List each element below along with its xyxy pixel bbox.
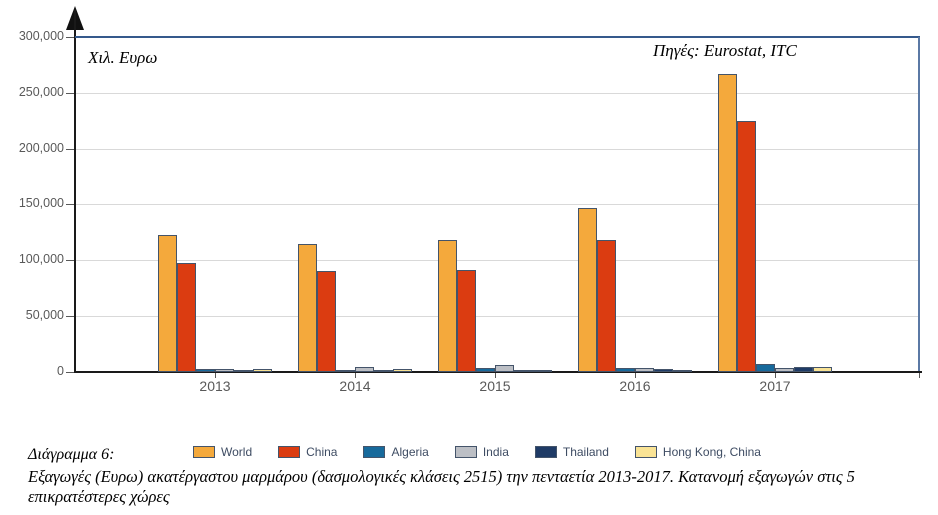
gridline-100000 xyxy=(76,260,918,261)
y-tick-mark xyxy=(66,37,74,38)
source-note: Πηγές: Eurostat, ITC xyxy=(653,41,797,60)
caption-text: Εξαγωγές (Ευρω) ακατέργαστου μαρμάρου (δ… xyxy=(28,467,855,506)
bar-algeria-2014 xyxy=(336,370,355,372)
legend-label: Hong Kong, China xyxy=(662,445,761,459)
y-axis-tick-label: 150,000 xyxy=(18,196,64,210)
y-axis-tick-label: 50,000 xyxy=(25,308,64,322)
caption-label: Διάγραμμα 6: xyxy=(28,446,115,463)
y-tick-mark xyxy=(66,204,74,205)
bar-india-2014 xyxy=(355,367,374,372)
bar-thailand-2013 xyxy=(234,370,253,372)
bar-india-2015 xyxy=(495,365,514,372)
legend-item-china: China xyxy=(278,445,337,459)
bar-algeria-2013 xyxy=(196,369,215,372)
y-tick-mark xyxy=(66,149,74,150)
bar-algeria-2016 xyxy=(616,368,635,372)
bar-hong-kong-china-2014 xyxy=(393,369,412,372)
x-tick-mark xyxy=(355,373,356,378)
bar-world-2015 xyxy=(438,240,457,372)
legend-swatch-icon xyxy=(634,446,657,458)
legend-item-world: World xyxy=(193,445,252,459)
legend-label: Algeria xyxy=(391,445,429,459)
legend-item-india: India xyxy=(454,445,509,459)
legend-swatch-icon xyxy=(193,446,215,458)
bar-algeria-2015 xyxy=(476,368,495,372)
bar-india-2013 xyxy=(215,369,234,372)
bar-thailand-2017 xyxy=(794,367,813,372)
legend: World China Algeria India Thailand Hong Kong,… xyxy=(193,445,761,459)
legend-swatch-icon xyxy=(454,446,477,458)
bar-algeria-2017 xyxy=(756,364,775,372)
bar-hong-kong-china-2013 xyxy=(253,369,272,372)
bar-china-2015 xyxy=(457,270,476,372)
bar-world-2013 xyxy=(158,235,177,372)
gridline-150000 xyxy=(76,204,918,205)
y-axis-title: Χιλ. Ευρω xyxy=(88,48,158,67)
x-tick-mark xyxy=(635,373,636,378)
bar-thailand-2016 xyxy=(654,369,673,372)
gridline-200000 xyxy=(76,149,918,150)
bar-india-2016 xyxy=(635,368,654,372)
x-axis-label-2015: 2015 xyxy=(479,378,511,394)
legend-item-hong-kong-china: Hong Kong, China xyxy=(634,445,761,459)
x-tick-mark xyxy=(215,373,216,378)
legend-swatch-icon xyxy=(278,446,301,458)
x-axis-line xyxy=(74,371,922,373)
y-axis-tick-label: 100,000 xyxy=(18,252,64,266)
y-axis-tick-label: 0 xyxy=(57,364,64,378)
legend-label: World xyxy=(221,445,253,459)
legend-swatch-icon xyxy=(534,446,557,458)
bar-thailand-2014 xyxy=(374,370,393,372)
y-axis-tick-label: 300,000 xyxy=(18,29,64,43)
x-axis-label-2013: 2013 xyxy=(199,378,231,394)
x-axis-label-2017: 2017 xyxy=(759,378,791,394)
gridline-250000 xyxy=(76,93,918,94)
legend-label: Thailand xyxy=(562,445,609,459)
y-tick-mark xyxy=(66,93,74,94)
x-tick-mark xyxy=(775,373,776,378)
x-tick-mark xyxy=(495,373,496,378)
y-axis-tick-label: 200,000 xyxy=(18,141,64,155)
bar-hong-kong-china-2015 xyxy=(533,370,552,372)
legend-item-algeria: Algeria xyxy=(363,445,429,459)
plot-top-border xyxy=(75,36,920,38)
bar-hong-kong-china-2017 xyxy=(813,367,832,372)
gridline-50000 xyxy=(76,316,918,317)
y-tick-mark xyxy=(66,316,74,317)
x-axis-label-2014: 2014 xyxy=(339,378,371,394)
legend-item-thailand: Thailand xyxy=(534,445,609,459)
y-axis-tick-label: 250,000 xyxy=(18,85,64,99)
x-tick-mark-end xyxy=(919,373,920,378)
y-tick-mark xyxy=(66,260,74,261)
bar-thailand-2015 xyxy=(514,370,533,372)
y-tick-mark xyxy=(66,372,74,373)
legend-label: China xyxy=(306,445,338,459)
bar-world-2017 xyxy=(718,74,737,372)
legend-swatch-icon xyxy=(363,446,386,458)
bar-india-2017 xyxy=(775,368,794,372)
bar-china-2017 xyxy=(737,121,756,372)
legend-label: India xyxy=(482,445,509,459)
bar-hong-kong-china-2016 xyxy=(673,370,692,372)
bar-china-2014 xyxy=(317,271,336,372)
x-axis-label-2016: 2016 xyxy=(619,378,651,394)
bar-china-2016 xyxy=(597,240,616,372)
plot-right-border xyxy=(918,37,920,373)
y-axis-line xyxy=(74,10,76,373)
bar-world-2016 xyxy=(578,208,597,372)
bar-world-2014 xyxy=(298,244,317,372)
bar-china-2013 xyxy=(177,263,196,372)
